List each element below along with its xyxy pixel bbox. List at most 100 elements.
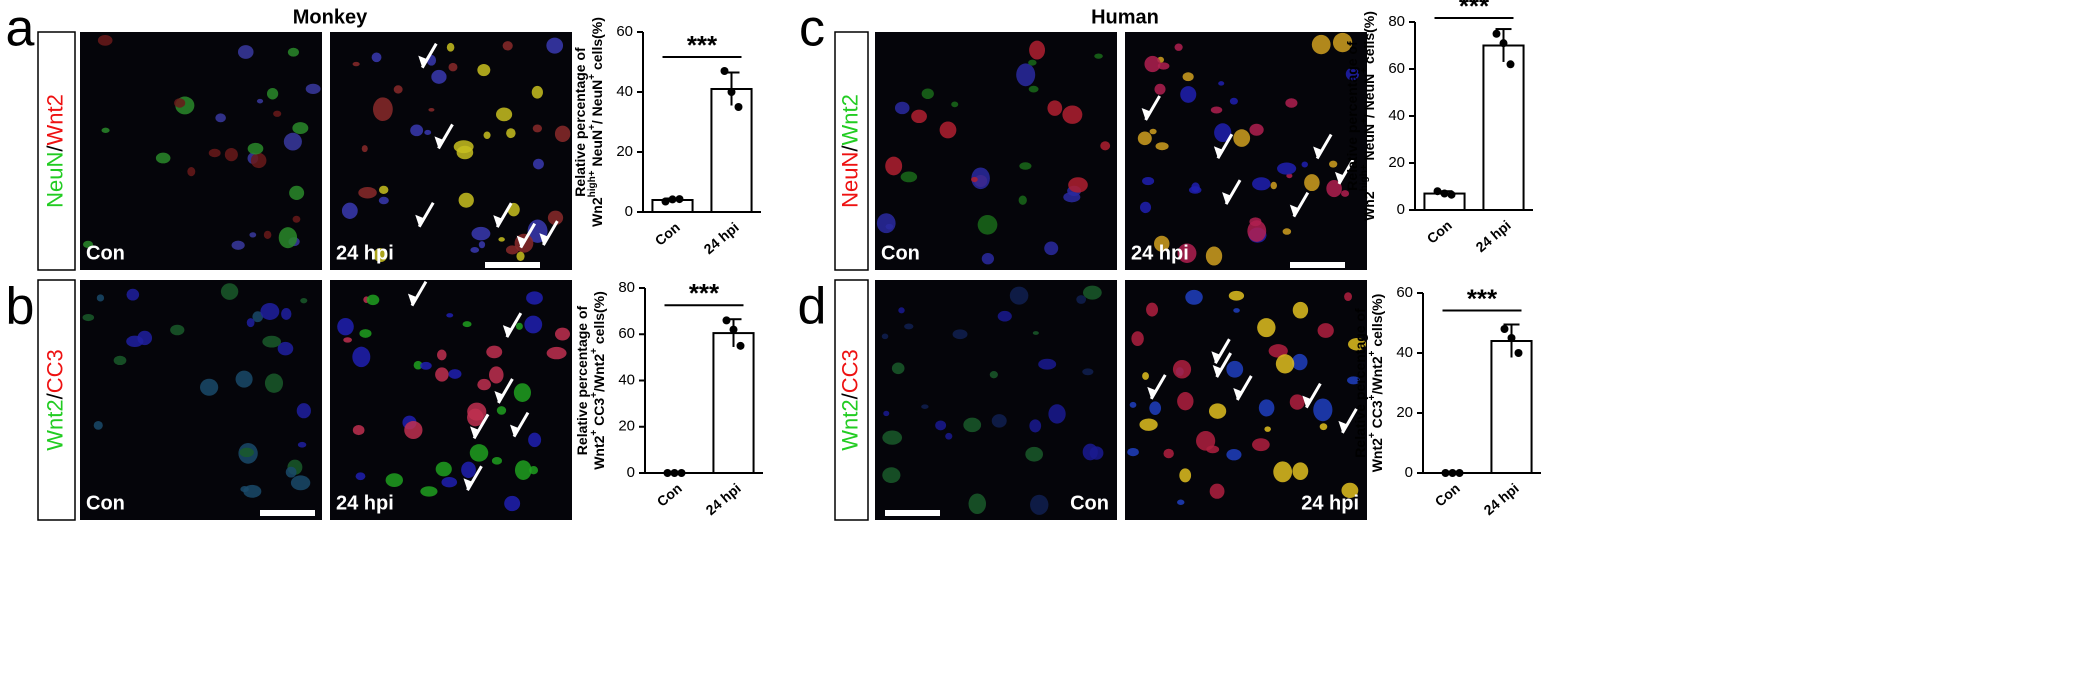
arrow-head <box>1213 146 1224 159</box>
arrow-head <box>493 215 504 228</box>
cell <box>1029 419 1042 433</box>
cell <box>424 129 432 135</box>
cell <box>224 147 238 162</box>
panel-letter: c <box>799 0 825 58</box>
y-tick-label: 60 <box>1396 284 1413 301</box>
cell <box>1038 358 1057 370</box>
y-axis-label-part: CC3 <box>591 398 607 430</box>
significance-label: *** <box>689 278 720 308</box>
cell <box>1319 423 1328 431</box>
cell <box>393 85 403 94</box>
cell <box>1179 468 1192 483</box>
cell <box>446 313 454 318</box>
cell <box>1177 499 1185 505</box>
bar <box>1490 340 1533 474</box>
cell <box>1210 106 1223 114</box>
cell <box>477 378 491 391</box>
stain-name: CC3 <box>837 349 862 393</box>
cell <box>554 327 570 341</box>
y-tick-label: 40 <box>618 371 635 388</box>
y-axis-label-part: cells(%) <box>1369 294 1385 351</box>
cell <box>174 98 186 108</box>
cell <box>526 291 543 305</box>
cell <box>904 323 914 330</box>
cell <box>170 324 185 336</box>
cell <box>900 171 918 183</box>
cell <box>305 83 321 94</box>
cell <box>262 335 282 348</box>
cell <box>1083 285 1102 300</box>
y-axis-label-part: + <box>587 124 598 130</box>
data-point <box>1455 469 1464 477</box>
cell <box>462 321 472 328</box>
arrow-head <box>1313 146 1324 159</box>
data-point <box>1440 189 1449 198</box>
cell <box>1292 301 1309 319</box>
cell <box>1304 174 1320 192</box>
cell <box>989 371 998 379</box>
arrow-head <box>1302 395 1313 408</box>
data-point <box>668 195 677 204</box>
cell <box>281 308 292 320</box>
cell <box>278 227 298 249</box>
cell <box>532 124 543 133</box>
y-axis-label-part: Relative percentage of <box>572 47 588 197</box>
x-tick-label: Con <box>654 480 685 510</box>
cell <box>1094 53 1103 59</box>
cell <box>428 107 435 112</box>
arrow-head <box>494 390 505 403</box>
cell <box>366 294 380 306</box>
cell <box>1154 235 1170 252</box>
cell <box>882 467 901 484</box>
y-axis-label-part: + <box>1359 118 1370 124</box>
cell <box>1025 446 1044 462</box>
image-label: Con <box>1070 492 1109 514</box>
cell <box>300 297 308 304</box>
data-point <box>1499 39 1508 48</box>
cell <box>504 495 521 512</box>
cell <box>1191 182 1200 193</box>
y-axis-label-part: NeuN <box>1361 124 1377 164</box>
data-point <box>722 316 731 325</box>
cell <box>1252 438 1270 452</box>
y-tick-label: 60 <box>618 325 635 342</box>
cell <box>1317 323 1334 338</box>
micrograph <box>1125 280 1367 520</box>
cell <box>1347 376 1360 385</box>
cell <box>1144 55 1161 73</box>
stain-name: Wnt2 <box>837 399 862 450</box>
cell <box>1228 290 1245 301</box>
cell <box>461 461 476 479</box>
image-label: 24 hpi <box>1131 242 1189 264</box>
cell <box>1146 302 1159 317</box>
y-tick-label: 40 <box>1396 344 1413 361</box>
data-point <box>1441 469 1450 477</box>
cell <box>486 345 503 359</box>
cell <box>448 62 458 72</box>
species-header: Human <box>1091 6 1159 28</box>
cell <box>1157 62 1170 70</box>
arrow-head <box>1233 387 1244 400</box>
micrograph <box>1125 32 1367 270</box>
arrow-head <box>470 426 481 439</box>
cell <box>404 421 423 440</box>
cell <box>420 486 438 497</box>
cell <box>249 232 257 238</box>
scale-bar <box>885 510 940 516</box>
cell <box>1028 85 1039 93</box>
cell <box>1163 448 1174 459</box>
arrow-head <box>1147 386 1158 399</box>
y-axis-label: Wnt2+ CC3+/Wnt2+ cells(%) <box>1367 294 1385 473</box>
y-tick-label: 20 <box>616 143 633 160</box>
cell <box>256 98 264 104</box>
cell <box>911 109 927 124</box>
cell <box>513 383 531 402</box>
cell <box>200 378 219 396</box>
y-tick-label: 60 <box>1388 60 1405 77</box>
stain-label-box <box>37 279 76 521</box>
cell <box>1348 338 1366 351</box>
cell <box>921 404 929 409</box>
cell <box>343 337 352 343</box>
y-tick-label: 20 <box>1388 154 1405 171</box>
cell <box>410 124 424 137</box>
